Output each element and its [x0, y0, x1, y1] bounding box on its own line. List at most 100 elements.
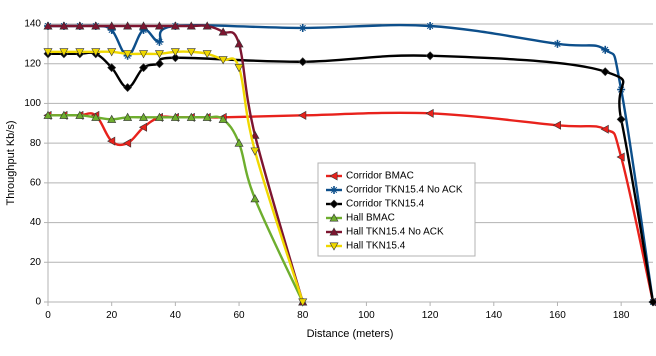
data-point: [139, 112, 149, 121]
data-point: [139, 50, 149, 59]
data-point: [552, 120, 561, 130]
legend-label: Hall TKN15.4: [346, 241, 406, 252]
data-point: [186, 48, 196, 57]
data-point: [298, 298, 308, 307]
data-point: [139, 21, 149, 30]
data-point: [298, 23, 307, 32]
data-point: [107, 136, 116, 146]
x-tick-label: 160: [549, 310, 566, 321]
data-point: [122, 138, 132, 148]
data-point: [107, 21, 117, 30]
data-point: [218, 114, 228, 123]
x-tick-labels: 0 20 40 60 80 100 120 140 160 180: [45, 302, 630, 321]
data-point: [186, 112, 196, 121]
data-point: [107, 114, 117, 123]
data-point: [43, 48, 53, 57]
axes: [47, 24, 653, 303]
data-point: [298, 57, 308, 67]
y-tick-label: 100: [24, 98, 41, 109]
legend-label: Corridor TKN15.4: [346, 199, 425, 210]
legend-item: Corridor TKN15.4 No ACK: [326, 185, 463, 196]
data-point: [59, 21, 69, 30]
data-point: [426, 21, 435, 30]
data-point: [202, 21, 212, 30]
data-point: [75, 110, 85, 119]
data-point: [155, 37, 164, 46]
data-point: [154, 50, 164, 59]
data-point: [234, 138, 244, 147]
legend-marker: [329, 171, 338, 181]
series-3: [43, 110, 308, 306]
y-tick-labels: 0 20 40 60 80 100 120 140: [24, 19, 48, 308]
data-point: [250, 130, 260, 139]
data-point: [202, 112, 212, 121]
data-point: [154, 21, 164, 30]
y-tick-label: 80: [30, 138, 42, 149]
data-point: [218, 27, 228, 36]
x-tick-label: 20: [106, 310, 118, 321]
legend-item: Corridor BMAC: [326, 171, 414, 182]
data-point: [425, 51, 435, 61]
data-point: [43, 110, 53, 119]
data-point: [553, 39, 562, 48]
data-point: [186, 21, 196, 30]
series-layer: [43, 21, 656, 307]
data-point: [298, 110, 307, 120]
legend-item: Corridor TKN15.4: [326, 199, 425, 210]
x-tick-label: 40: [170, 310, 182, 321]
data-point: [107, 48, 117, 57]
data-point: [43, 21, 53, 30]
legend-item: Hall TKN15.4 No ACK: [326, 227, 444, 238]
data-point: [123, 21, 133, 30]
data-point: [123, 50, 133, 59]
x-tick-label: 80: [297, 310, 309, 321]
x-tick-label: 100: [358, 310, 375, 321]
data-point: [170, 112, 180, 121]
x-tick-label: 60: [233, 310, 245, 321]
legend: Corridor BMAC Corridor TKN15.4 No ACK Corr…: [317, 162, 476, 257]
series-line: [46, 24, 304, 304]
data-point: [123, 83, 133, 92]
series-5: [43, 48, 308, 307]
y-axis-title: Throughput Kb/s): [5, 121, 17, 206]
data-point: [91, 48, 101, 57]
data-point: [75, 21, 85, 30]
data-point: [425, 108, 434, 118]
legend-marker: [329, 242, 339, 251]
data-point: [616, 152, 625, 162]
legend-marker: [329, 227, 339, 236]
legend-label: Hall BMAC: [346, 213, 395, 224]
data-point: [601, 45, 610, 54]
legend-label: Hall TKN15.4 No ACK: [346, 227, 444, 238]
x-tick-label: 180: [613, 310, 630, 321]
y-tick-label: 40: [30, 217, 42, 228]
legend-marker: [330, 186, 338, 194]
data-point: [234, 39, 244, 48]
series-4: [43, 21, 308, 306]
legend-label: Corridor TKN15.4 No ACK: [346, 185, 463, 196]
data-point: [91, 112, 101, 121]
x-tick-label: 120: [422, 310, 439, 321]
data-point: [250, 147, 260, 156]
data-point: [138, 122, 148, 132]
legend-marker: [329, 199, 339, 209]
data-point: [170, 53, 180, 63]
y-tick-label: 20: [30, 257, 42, 268]
data-point: [202, 50, 212, 59]
data-point: [59, 48, 69, 57]
data-point: [155, 59, 164, 69]
legend-box: [317, 162, 476, 257]
data-point: [600, 124, 609, 134]
x-tick-label: 140: [485, 310, 502, 321]
data-point: [170, 21, 180, 30]
data-point: [600, 67, 610, 77]
data-point: [616, 114, 626, 124]
data-point: [123, 112, 133, 121]
data-point: [234, 64, 244, 73]
y-tick-label: 0: [35, 297, 41, 308]
legend-label: Corridor BMAC: [346, 171, 414, 182]
data-point: [250, 194, 260, 203]
data-point: [218, 56, 228, 65]
